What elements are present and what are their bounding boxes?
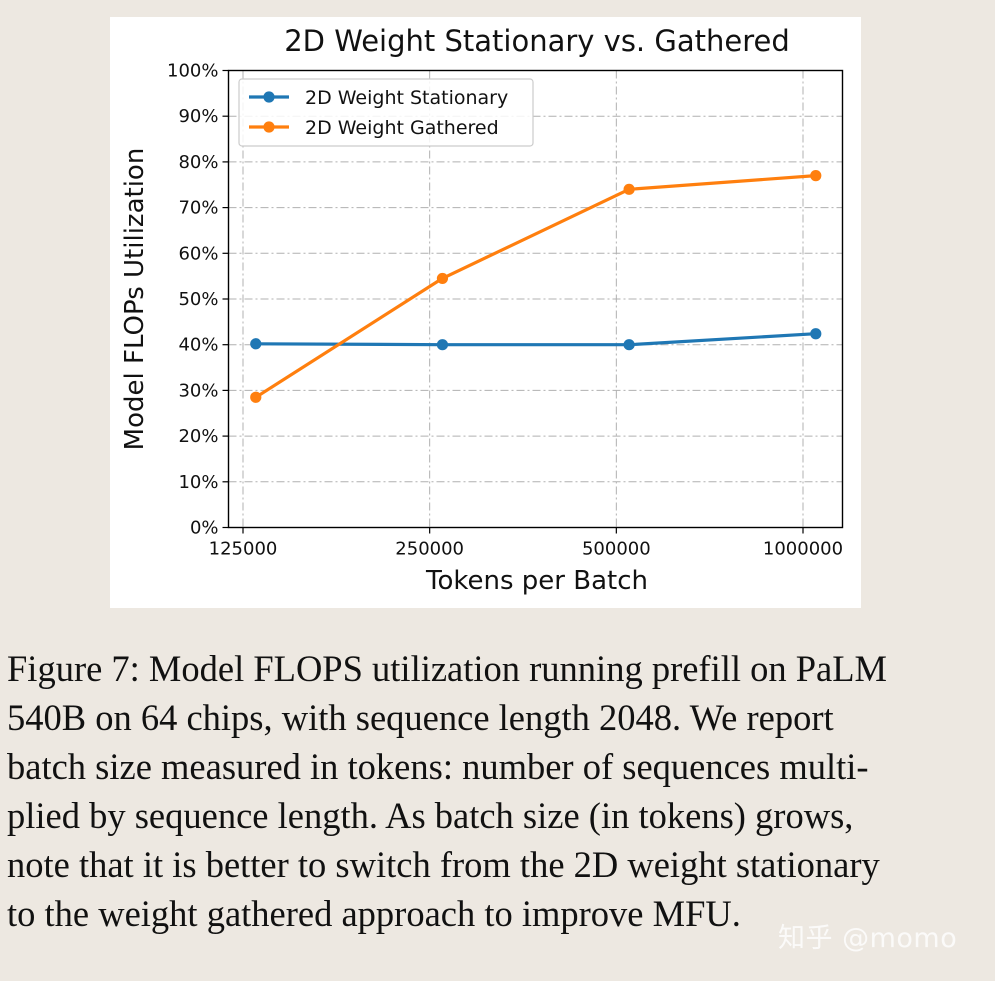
legend-frame (238, 78, 534, 147)
series-line-2d-weight-gathered (254, 174, 816, 399)
y-tick-label: 50% (178, 289, 218, 310)
legend-label: 2D Weight Stationary (305, 87, 508, 109)
series-line-2d-weight-stationary (255, 332, 816, 347)
y-axis-label: Model FLOPs Utilization (120, 148, 150, 451)
watermark: 知乎 @momo (778, 923, 958, 954)
x-tick-label: 1000000 (763, 539, 843, 560)
legend-item-2d-weight-stationary: 2D Weight Stationary (249, 87, 508, 109)
chart-title: 2D Weight Stationary vs. Gathered (284, 24, 790, 58)
legend-swatch-marker (263, 91, 275, 103)
x-tick-label: 250000 (395, 539, 464, 560)
axis-ticks: 0% 10% 20% 30% 40% 50% 60% 70% 80% 90% 100% 125000 2… (167, 61, 843, 560)
legend-item-2d-weight-gathered: 2D Weight Gathered (249, 117, 499, 139)
y-tick-label: 80% (178, 152, 218, 173)
data-point-2d-weight-gathered (810, 170, 822, 182)
x-tick-label: 125000 (209, 539, 278, 560)
data-point-2d-weight-gathered (436, 272, 449, 285)
caption-line: note that it is better to switch from th… (7, 844, 880, 885)
chart: 2D Weight Stationary vs. Gathered 0% 10% 2… (120, 24, 844, 596)
figure-caption: Figure 7: Model FLOPS utilization runnin… (7, 644, 982, 938)
y-tick-label: 40% (178, 335, 218, 356)
legend-label: 2D Weight Gathered (305, 117, 499, 139)
series-2d-weight-stationary (250, 328, 822, 351)
legend-swatch-marker (263, 121, 275, 133)
caption-line: Figure 7: Model FLOPS utilization runnin… (7, 648, 888, 689)
y-tick-label: 90% (178, 106, 218, 127)
data-point-2d-weight-stationary (436, 339, 449, 351)
legend: 2D Weight Stationary 2D Weight Gathered (238, 78, 534, 147)
x-axis-label: Tokens per Batch (425, 566, 648, 596)
caption-line: to the weight gathered approach to impro… (7, 893, 741, 934)
data-point-2d-weight-gathered (250, 391, 262, 403)
y-tick-label: 60% (178, 243, 218, 264)
series-2d-weight-gathered (250, 170, 822, 403)
data-point-2d-weight-stationary (623, 339, 635, 351)
x-tick-label: 500000 (582, 539, 651, 560)
caption-line: plied by sequence length. As batch size … (7, 795, 854, 836)
y-tick-label: 100% (167, 61, 218, 82)
data-point-2d-weight-gathered (623, 183, 635, 195)
caption-line: 540B on 64 chips, with sequence length 2… (7, 697, 834, 738)
series-layer (250, 170, 822, 403)
figure-panel: 2D Weight Stationary vs. Gathered 0% 10% 2… (110, 17, 861, 608)
caption-line: batch size measured in tokens: number of… (7, 746, 869, 787)
y-tick-label: 70% (178, 198, 218, 219)
data-point-2d-weight-stationary (250, 338, 262, 350)
data-point-2d-weight-stationary (810, 328, 822, 340)
y-tick-label: 10% (178, 472, 218, 493)
y-tick-label: 20% (178, 426, 218, 447)
y-tick-label: 30% (178, 380, 218, 401)
y-tick-label: 0% (190, 518, 219, 539)
